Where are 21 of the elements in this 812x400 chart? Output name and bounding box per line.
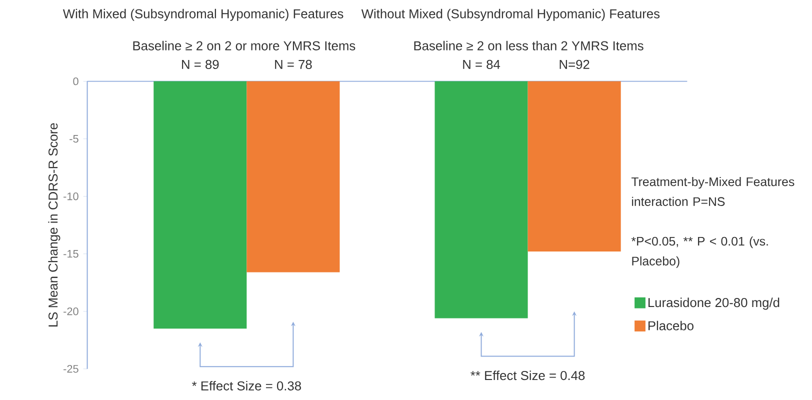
text: Baseline ≥ 2 on less than 2 YMRS Items bbox=[414, 41, 644, 51]
annotation: Treatment-by-Mixed Features interaction P=NS bbox=[631, 177, 794, 206]
text: N = 89 bbox=[182, 60, 219, 70]
y-axis-title: LS Mean Change in CDRS-R Score bbox=[48, 123, 60, 327]
x-tick-label: Without Mixed (Subsyndromal Hypomanic) Features bbox=[361, 9, 660, 22]
text: Baseline ≥ 2 on 2 or more YMRS Items bbox=[133, 41, 356, 51]
y-tick-label: -15 bbox=[64, 250, 78, 258]
x-tick-label: With Mixed (Subsyndromal Hypomanic) Features bbox=[62, 9, 344, 22]
text: N = 78 bbox=[275, 60, 312, 70]
y-tick-label: -10 bbox=[64, 192, 78, 200]
y-tick-label: -20 bbox=[64, 308, 78, 316]
legend-label: Lurasidone 20-80 mg/d bbox=[648, 298, 780, 310]
text: N = 84 bbox=[463, 60, 500, 70]
legend-label: Placebo bbox=[648, 321, 694, 330]
text: ** Effect Size = 0.48 bbox=[470, 370, 585, 380]
text: N=92 bbox=[560, 60, 590, 70]
text: * Effect Size = 0.38 bbox=[192, 381, 301, 391]
y-tick-label: -25 bbox=[64, 365, 78, 373]
y-tick-label: 0 bbox=[73, 78, 78, 86]
annotation: *P<0.05, ** P < 0.01 (vs. Placebo) bbox=[631, 236, 768, 268]
y-tick-label: -5 bbox=[70, 135, 78, 143]
